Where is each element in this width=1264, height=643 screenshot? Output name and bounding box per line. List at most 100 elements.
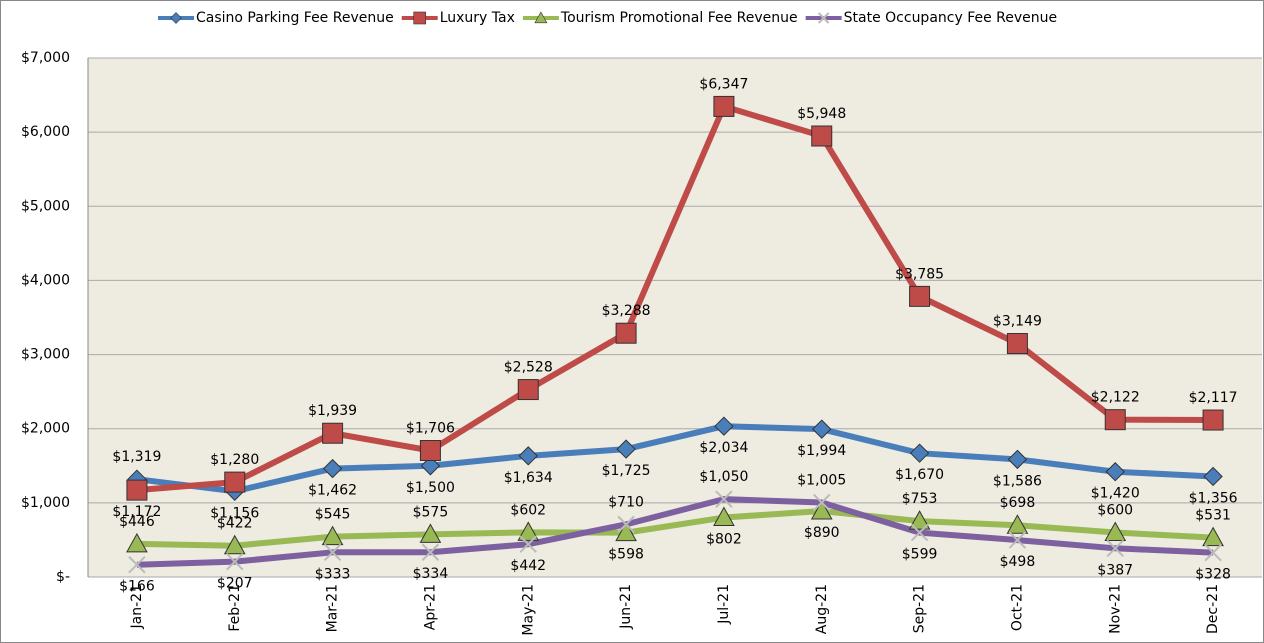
- data-label: $387: [1097, 562, 1133, 578]
- marker: [1106, 539, 1124, 558]
- data-label: $1,280: [210, 452, 259, 468]
- legend-label: Casino Parking Fee Revenue: [196, 10, 394, 26]
- marker: [1104, 409, 1126, 431]
- x-tick-label: Sep-21: [912, 584, 928, 633]
- data-label: $753: [902, 491, 938, 507]
- marker: [322, 422, 344, 444]
- marker: [126, 532, 148, 553]
- x-tick-label: Mar-21: [325, 584, 341, 632]
- data-label: $6,347: [699, 76, 748, 92]
- legend-marker-shape: [413, 11, 427, 25]
- x-tick-label: Jul-21: [716, 584, 732, 625]
- data-label: $1,725: [602, 463, 651, 479]
- data-label: $1,670: [895, 467, 944, 483]
- x-tick-label: Nov-21: [1107, 584, 1123, 634]
- y-tick-label: $2,000: [21, 421, 70, 437]
- marker: [1104, 521, 1127, 542]
- marker: [322, 458, 343, 479]
- data-label: $207: [217, 576, 253, 592]
- marker: [1105, 462, 1125, 482]
- x-tick-label: Dec-21: [1205, 584, 1221, 634]
- marker: [1006, 333, 1028, 355]
- marker: [518, 446, 538, 466]
- y-tick-label: $7,000: [21, 50, 70, 66]
- x-tick-label: Oct-21: [1009, 584, 1025, 631]
- marker: [909, 443, 930, 463]
- data-label: $2,034: [699, 440, 748, 456]
- legend-marker-shape: [170, 12, 182, 24]
- data-label: $1,050: [699, 469, 748, 485]
- y-tick-label: $5,000: [21, 198, 70, 214]
- data-label: $5,948: [797, 106, 846, 122]
- data-label: $2,528: [504, 360, 553, 376]
- marker: [419, 523, 442, 543]
- marker: [616, 439, 636, 459]
- data-label: $1,634: [504, 470, 553, 486]
- series-line: [136, 496, 1214, 568]
- marker: [1008, 531, 1027, 549]
- data-label: $1,356: [1189, 490, 1238, 506]
- y-tick-label: $6,000: [21, 124, 70, 140]
- x-tick-label: Apr-21: [422, 584, 438, 630]
- marker: [323, 543, 342, 562]
- data-label: $1,462: [308, 483, 357, 499]
- y-tick-label: $4,000: [21, 272, 70, 288]
- data-label: $1,319: [112, 449, 161, 465]
- plot-area: [88, 58, 1262, 577]
- data-label: $531: [1195, 508, 1231, 524]
- data-label: $710: [608, 494, 644, 510]
- data-label: $1,939: [308, 403, 357, 419]
- y-tick-label: $-: [56, 569, 70, 585]
- marker: [713, 95, 735, 117]
- data-label: $166: [119, 579, 155, 595]
- marker: [223, 534, 246, 555]
- data-label: $575: [413, 504, 449, 520]
- data-label: $1,500: [406, 480, 455, 496]
- marker: [1204, 543, 1222, 562]
- data-label: $1,706: [406, 421, 455, 437]
- marker: [615, 322, 637, 344]
- marker: [517, 379, 539, 401]
- marker: [910, 523, 929, 542]
- data-label: $3,149: [993, 314, 1042, 330]
- marker: [1202, 526, 1224, 547]
- legend-marker: [817, 12, 830, 24]
- marker: [226, 552, 244, 571]
- marker: [126, 479, 148, 501]
- data-label: $334: [413, 566, 449, 582]
- marker: [810, 499, 833, 520]
- y-tick-label: $1,000: [21, 495, 70, 511]
- data-label: $599: [902, 547, 938, 563]
- data-label: $422: [217, 516, 253, 532]
- x-tick-label: Feb-21: [227, 584, 243, 632]
- data-label: $600: [1097, 503, 1133, 519]
- marker: [224, 471, 246, 493]
- data-label: $2,122: [1091, 390, 1140, 406]
- marker: [1203, 466, 1223, 487]
- data-label: $3,785: [895, 266, 944, 282]
- data-label: $598: [608, 547, 644, 563]
- data-label: $1,994: [797, 443, 846, 459]
- marker: [812, 419, 832, 439]
- x-tick-label: May-21: [520, 584, 536, 636]
- data-label: $602: [510, 502, 546, 518]
- marker: [128, 555, 146, 574]
- data-label: $1,156: [210, 505, 259, 521]
- legend-label: Tourism Promotional Fee Revenue: [560, 10, 798, 26]
- data-label: $1,586: [993, 473, 1042, 489]
- marker: [321, 525, 344, 546]
- marker: [908, 510, 931, 530]
- marker: [909, 285, 931, 307]
- marker: [813, 493, 831, 512]
- data-label: $545: [315, 507, 351, 523]
- marker: [1006, 514, 1029, 534]
- legend-label: State Occupancy Fee Revenue: [844, 10, 1058, 26]
- marker: [421, 543, 440, 561]
- data-label: $1,420: [1091, 486, 1140, 502]
- series-line: [136, 508, 1214, 549]
- legend-label: Luxury Tax: [440, 10, 515, 26]
- legend-marker: [534, 11, 548, 24]
- marker: [1202, 409, 1224, 431]
- legend-marker-shape: [534, 11, 548, 24]
